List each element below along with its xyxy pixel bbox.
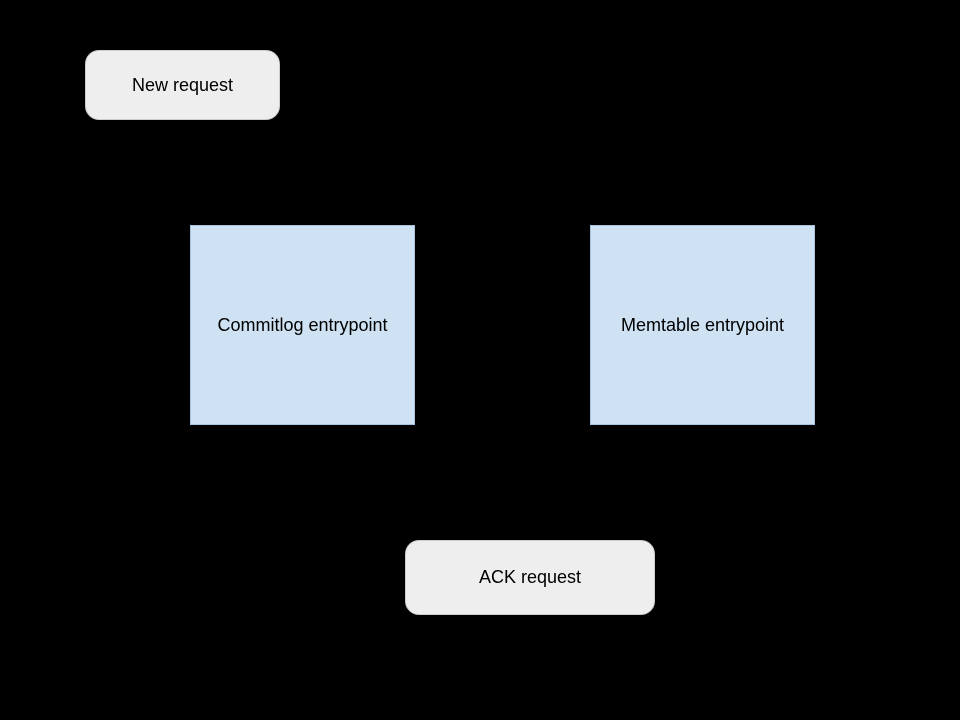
node-label: ACK request (479, 567, 581, 588)
diagram-canvas: New request Commitlog entrypoint Memtabl… (0, 0, 960, 720)
node-new-request: New request (85, 50, 280, 120)
node-ack-request: ACK request (405, 540, 655, 615)
node-label: New request (132, 75, 233, 96)
node-commitlog-entrypoint: Commitlog entrypoint (190, 225, 415, 425)
node-memtable-entrypoint: Memtable entrypoint (590, 225, 815, 425)
node-label: Commitlog entrypoint (217, 315, 387, 336)
node-label: Memtable entrypoint (621, 315, 784, 336)
